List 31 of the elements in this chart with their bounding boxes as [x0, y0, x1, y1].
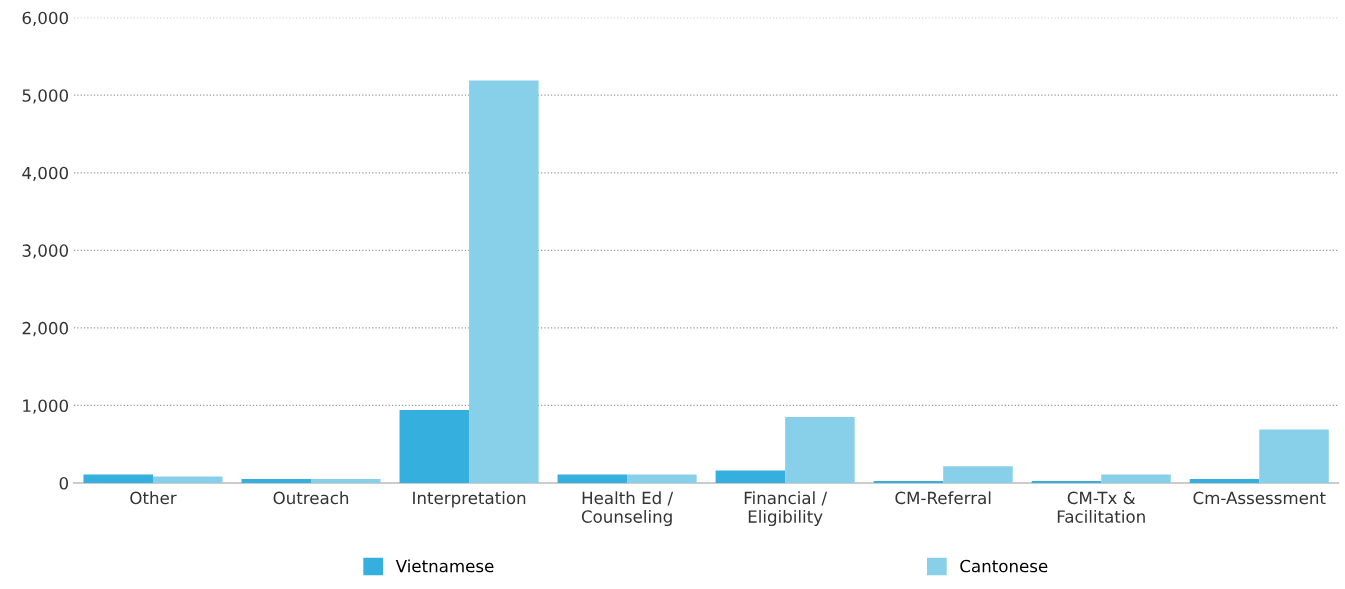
y-tick-label: 3,000 [22, 244, 69, 259]
y-tick-label: 1,000 [23, 399, 69, 414]
x-tick-label: CM-Tx & Facilitation [1057, 491, 1145, 523]
bar [1101, 474, 1171, 483]
bar [1189, 479, 1260, 483]
legend-label: Cantonese [960, 559, 1048, 573]
x-tick-label: Interpretation [413, 491, 526, 508]
bar [83, 474, 153, 483]
bar [241, 479, 312, 483]
bar [1259, 429, 1329, 483]
legend-label: Vietnamese [395, 559, 494, 573]
x-tick-label: Financial / Eligibility [744, 491, 828, 527]
x-tick-label: CM-Referral [895, 491, 991, 505]
x-tick-label: Health Ed / Counseling [581, 491, 674, 527]
y-tick-label: 0 [59, 476, 69, 490]
bar [311, 479, 381, 483]
bar [715, 470, 786, 483]
bar [557, 474, 628, 483]
x-tick-label: Other [130, 491, 177, 505]
x-tick-label: Outreach [273, 491, 349, 505]
x-tick-label: Cm-Assessment [1193, 491, 1326, 505]
y-tick-label: 6,000 [22, 11, 69, 26]
bar [943, 466, 1013, 483]
y-tick-label: 2,000 [22, 321, 69, 337]
y-tick-label: 5,000 [22, 89, 69, 104]
bar [627, 474, 697, 483]
bar [785, 417, 855, 483]
bar [399, 410, 470, 483]
bar [152, 476, 223, 483]
y-tick-label: 4,000 [22, 166, 69, 182]
bar [469, 80, 539, 483]
